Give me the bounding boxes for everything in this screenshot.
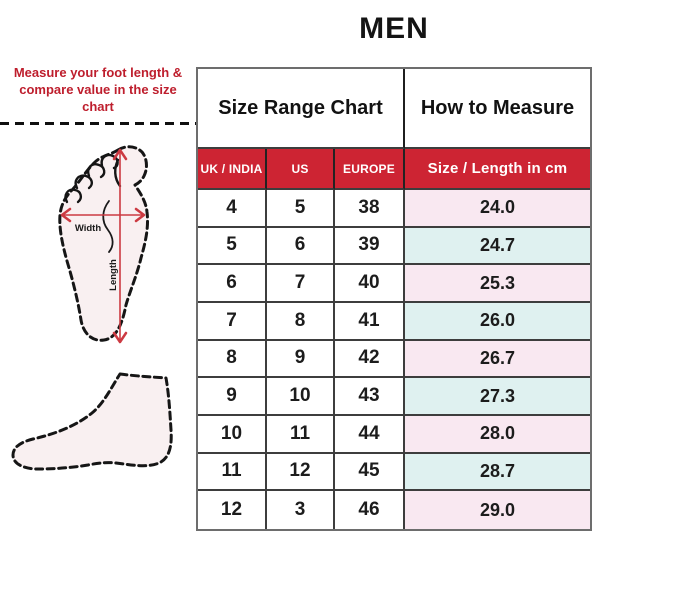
size-cell: 11 [267,416,335,454]
size-cell: 9 [198,378,267,416]
column-header-uk-india: UK / INDIA [198,149,267,190]
size-cell: 12 [267,453,335,492]
size-cell: 5 [267,190,335,228]
size-cell: 11 [198,453,267,492]
size-chart-table: Size Range Chart How to Measure UK / IND… [196,67,592,531]
column-header-europe: EUROPE [335,149,405,190]
size-cell: 40 [335,265,405,303]
length-cell: 24.7 [405,227,590,266]
length-label: Length [108,259,119,291]
size-cell: 7 [198,303,267,341]
size-cell: 7 [267,265,335,303]
size-cell: 8 [198,340,267,379]
footprint-illustration: Width Length [58,145,149,344]
width-measure-line [60,207,146,223]
size-cell: 41 [335,303,405,341]
size-cell: 6 [198,265,267,303]
size-cell: 43 [335,378,405,416]
size-cell: 6 [267,227,335,266]
table-header-size-range: Size Range Chart [198,69,405,149]
size-cell: 10 [198,416,267,454]
page-title: MEN [359,12,429,45]
length-cell: 26.7 [405,340,590,379]
column-header-us: US [267,149,335,190]
size-cell: 4 [198,190,267,228]
length-cell: 29.0 [405,491,590,529]
size-cell: 3 [267,491,335,529]
width-label: Width [75,223,101,234]
length-cell: 28.7 [405,453,590,492]
sidefoot-outline [11,372,173,471]
size-cell: 8 [267,303,335,341]
length-cell: 28.0 [405,416,590,454]
length-cell: 27.3 [405,378,590,416]
length-cell: 25.3 [405,265,590,303]
size-cell: 39 [335,227,405,266]
table-header-how-to-measure: How to Measure [405,69,590,149]
size-cell: 12 [198,491,267,529]
sidefoot-illustration [11,372,173,471]
length-cell: 24.0 [405,190,590,228]
size-cell: 5 [198,227,267,266]
size-cell: 45 [335,453,405,492]
size-cell: 42 [335,340,405,379]
size-cell: 46 [335,491,405,529]
size-cell: 10 [267,378,335,416]
length-measure-line [112,148,128,344]
size-cell: 38 [335,190,405,228]
dashed-separator [0,122,197,125]
size-cell: 9 [267,340,335,379]
size-cell: 44 [335,416,405,454]
arch-mark [102,200,114,253]
measure-instructions: Measure your foot length & compare value… [13,65,183,115]
length-cell: 26.0 [405,303,590,341]
column-header-size-length: Size / Length in cm [405,149,590,190]
toe-marks [64,153,122,204]
